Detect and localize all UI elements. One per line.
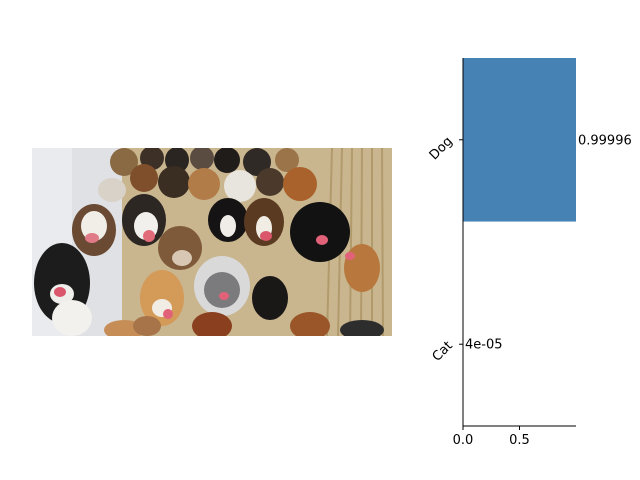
value-label-cat: 4e-05 [465, 338, 503, 353]
x-tick-label: 0.0 [453, 433, 474, 448]
y-axis: Dog Cat [427, 58, 464, 426]
x-axis: 0.0 0.5 [453, 425, 576, 448]
dogs-photo [32, 148, 392, 336]
value-labels-group: 0.99996 4e-05 [465, 133, 632, 352]
y-tick-label-dog: Dog [427, 134, 456, 163]
bars-group [463, 58, 576, 426]
value-label-dog: 0.99996 [578, 133, 632, 148]
bar-dog [463, 58, 576, 222]
y-tick-label-cat: Cat [430, 338, 456, 364]
x-tick-label: 0.5 [509, 433, 530, 448]
